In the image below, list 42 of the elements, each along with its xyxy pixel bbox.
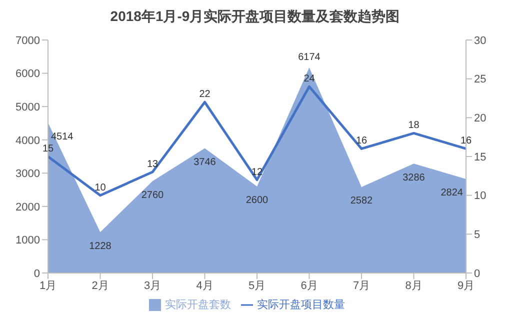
data-label: 2582: [350, 196, 374, 207]
x-tick-label: 3月: [144, 280, 162, 292]
y2-tick-label: 15: [474, 151, 486, 164]
y-tick-label: 4000: [16, 134, 40, 147]
legend-label: 实际开盘套数: [165, 299, 231, 311]
data-label: 16: [356, 136, 368, 147]
x-tick-label: 7月: [352, 280, 370, 292]
y2-tick-label: 0: [474, 268, 480, 280]
data-label: 1228: [89, 240, 112, 252]
x-tick-label: 4月: [196, 280, 214, 292]
y2-tick-label: 25: [474, 74, 486, 86]
y-tick-label: 7000: [16, 34, 40, 47]
y-tick-label: 6000: [16, 68, 40, 80]
legend-label: 实际开盘项目数量: [257, 299, 345, 311]
y-tick-label: 1000: [16, 234, 40, 247]
data-label: 22: [199, 89, 211, 100]
x-tick-label: 5月: [248, 280, 266, 292]
y2-tick-label: 10: [474, 190, 486, 202]
x-tick-label: 8月: [405, 280, 422, 292]
y-tick-label: 3000: [16, 168, 40, 180]
x-tick-label: 6月: [300, 280, 318, 292]
data-label: 18: [408, 120, 420, 132]
data-label: 2760: [141, 190, 164, 201]
data-label: 6174: [298, 52, 321, 64]
data-label: 24: [304, 74, 316, 85]
data-label: 10: [94, 182, 106, 194]
y2-tick-label: 30: [474, 34, 486, 47]
y2-tick-label: 5: [474, 229, 480, 242]
y-tick-label: 5000: [16, 101, 40, 114]
x-tick-label: 9月: [457, 280, 475, 292]
y2-tick-label: 20: [474, 112, 486, 125]
data-label: 16: [460, 136, 472, 147]
y-tick-label: 2000: [16, 201, 40, 214]
chart-title: 2018年1月-9月实际开盘项目数量及套数趋势图: [109, 8, 401, 26]
x-tick-label: 2月: [92, 280, 109, 292]
x-tick-label: 1月: [39, 280, 57, 292]
data-label: 3286: [402, 172, 426, 184]
y-tick-label: 0: [34, 268, 40, 280]
data-label: 3746: [194, 156, 216, 168]
data-label: 2600: [246, 195, 269, 206]
data-label: 2824: [440, 188, 464, 199]
data-label: 15: [42, 144, 54, 154]
